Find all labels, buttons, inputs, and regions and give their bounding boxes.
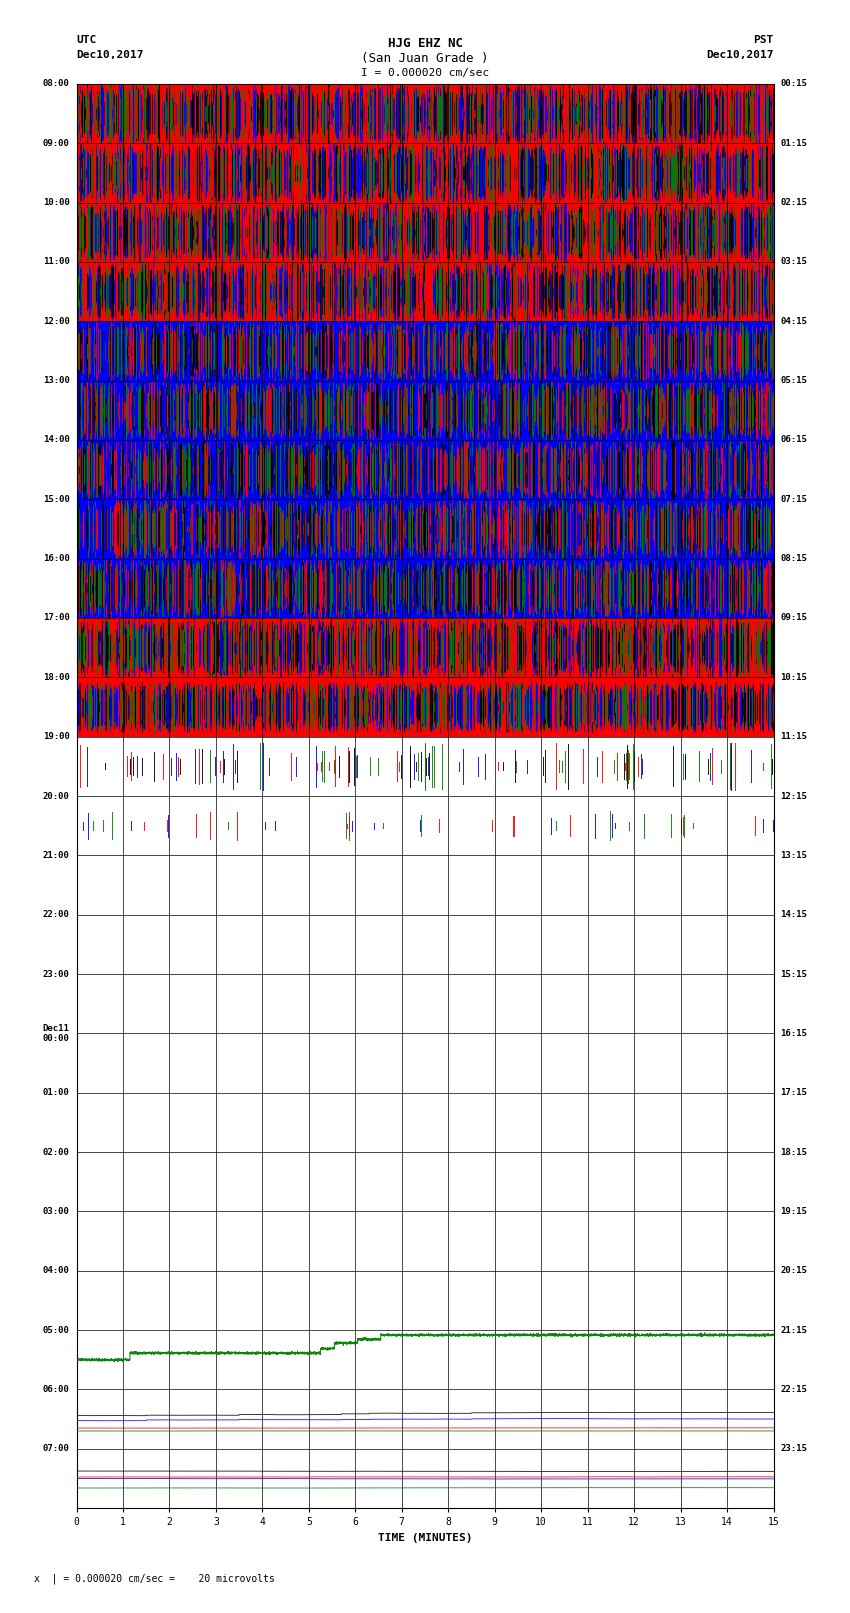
Text: 01:00: 01:00 — [42, 1089, 70, 1097]
Bar — [76, 440, 774, 500]
Text: 20:15: 20:15 — [780, 1266, 808, 1276]
Text: (San Juan Grade ): (San Juan Grade ) — [361, 52, 489, 65]
X-axis label: TIME (MINUTES): TIME (MINUTES) — [377, 1532, 473, 1542]
Text: 12:00: 12:00 — [42, 316, 70, 326]
Text: 15:00: 15:00 — [42, 495, 70, 503]
Text: UTC: UTC — [76, 35, 97, 45]
Text: 07:00: 07:00 — [42, 1444, 70, 1453]
Text: 10:15: 10:15 — [780, 673, 808, 682]
Bar — [76, 381, 774, 440]
Text: 09:00: 09:00 — [42, 139, 70, 148]
Text: PST: PST — [753, 35, 774, 45]
Text: 02:15: 02:15 — [780, 198, 808, 206]
Text: 14:15: 14:15 — [780, 910, 808, 919]
Text: 08:15: 08:15 — [780, 555, 808, 563]
Text: 19:15: 19:15 — [780, 1207, 808, 1216]
Bar — [76, 500, 774, 558]
Bar — [76, 618, 774, 677]
Text: 15:15: 15:15 — [780, 969, 808, 979]
Text: Dec10,2017: Dec10,2017 — [76, 50, 144, 60]
Text: 00:15: 00:15 — [780, 79, 808, 89]
Text: 09:15: 09:15 — [780, 613, 808, 623]
Text: 13:00: 13:00 — [42, 376, 70, 386]
Bar — [76, 558, 774, 618]
Text: 16:15: 16:15 — [780, 1029, 808, 1037]
Text: 17:15: 17:15 — [780, 1089, 808, 1097]
Bar — [76, 203, 774, 261]
Text: 23:00: 23:00 — [42, 969, 70, 979]
Text: 18:15: 18:15 — [780, 1147, 808, 1157]
Bar — [76, 261, 774, 321]
Bar — [76, 321, 774, 381]
Text: 21:00: 21:00 — [42, 852, 70, 860]
Text: 04:00: 04:00 — [42, 1266, 70, 1276]
Text: 14:00: 14:00 — [42, 436, 70, 445]
Text: 22:00: 22:00 — [42, 910, 70, 919]
Text: 07:15: 07:15 — [780, 495, 808, 503]
Text: 22:15: 22:15 — [780, 1386, 808, 1394]
Text: Dec11
00:00: Dec11 00:00 — [42, 1024, 70, 1044]
Bar — [76, 677, 774, 737]
Text: 01:15: 01:15 — [780, 139, 808, 148]
Bar — [76, 84, 774, 144]
Text: 06:00: 06:00 — [42, 1386, 70, 1394]
Text: 03:15: 03:15 — [780, 258, 808, 266]
Text: 05:15: 05:15 — [780, 376, 808, 386]
Text: 03:00: 03:00 — [42, 1207, 70, 1216]
Text: 21:15: 21:15 — [780, 1326, 808, 1334]
Text: 20:00: 20:00 — [42, 792, 70, 800]
Text: x  | = 0.000020 cm/sec =    20 microvolts: x | = 0.000020 cm/sec = 20 microvolts — [34, 1573, 275, 1584]
Text: 11:15: 11:15 — [780, 732, 808, 740]
Text: 13:15: 13:15 — [780, 852, 808, 860]
Text: HJG EHZ NC: HJG EHZ NC — [388, 37, 462, 50]
Text: I = 0.000020 cm/sec: I = 0.000020 cm/sec — [361, 68, 489, 77]
Text: 10:00: 10:00 — [42, 198, 70, 206]
Text: 17:00: 17:00 — [42, 613, 70, 623]
Text: 12:15: 12:15 — [780, 792, 808, 800]
Text: 16:00: 16:00 — [42, 555, 70, 563]
Bar — [76, 144, 774, 203]
Text: 11:00: 11:00 — [42, 258, 70, 266]
Text: 05:00: 05:00 — [42, 1326, 70, 1334]
Text: 18:00: 18:00 — [42, 673, 70, 682]
Text: 04:15: 04:15 — [780, 316, 808, 326]
Text: 19:00: 19:00 — [42, 732, 70, 740]
Text: Dec10,2017: Dec10,2017 — [706, 50, 774, 60]
Text: 08:00: 08:00 — [42, 79, 70, 89]
Text: 02:00: 02:00 — [42, 1147, 70, 1157]
Text: 06:15: 06:15 — [780, 436, 808, 445]
Text: 23:15: 23:15 — [780, 1444, 808, 1453]
